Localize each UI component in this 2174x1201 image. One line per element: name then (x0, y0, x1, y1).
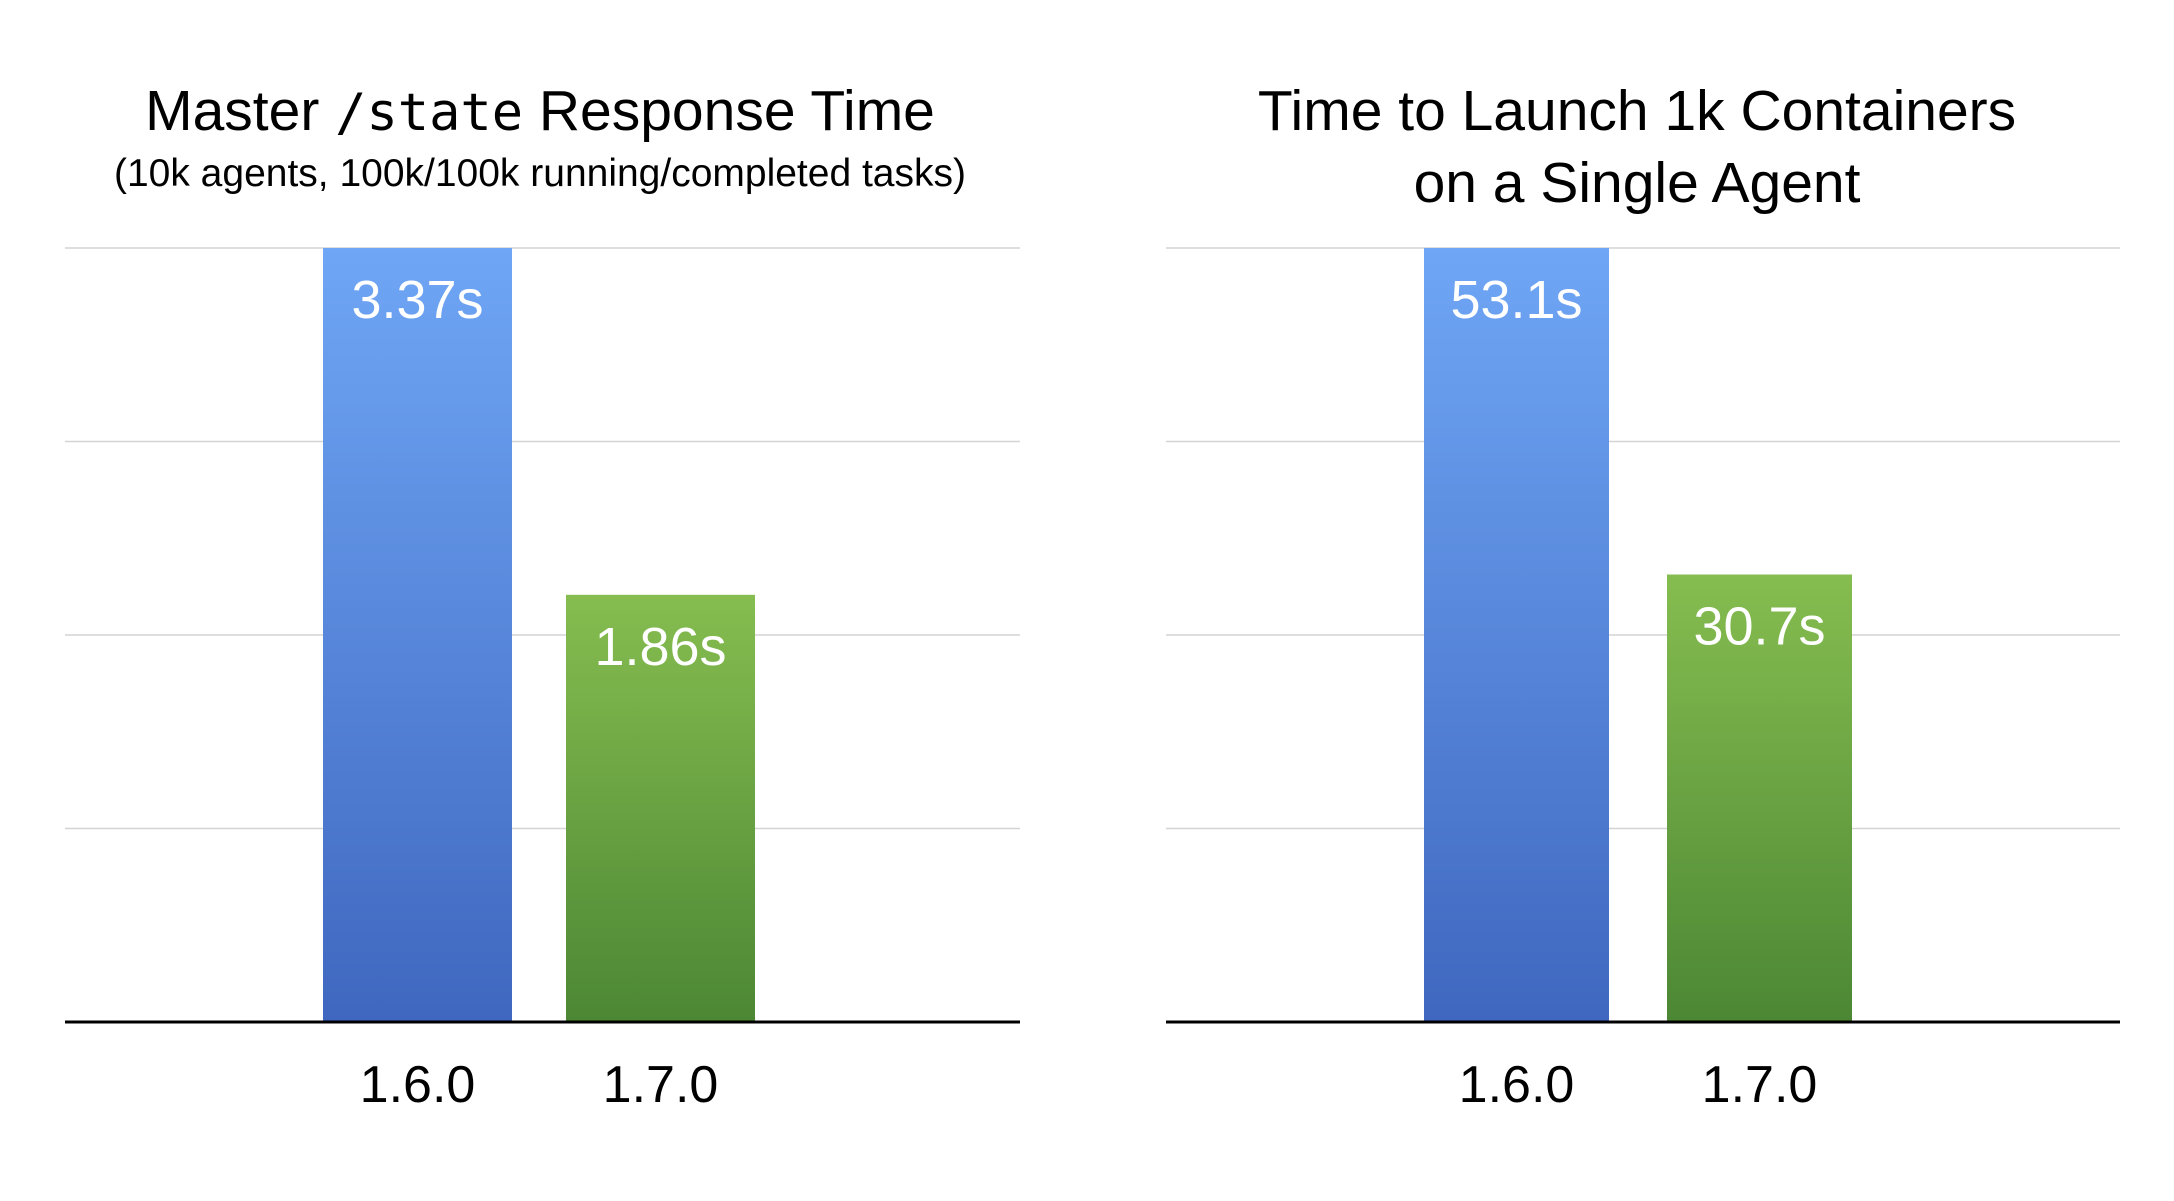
chart2-bar-1 (1424, 248, 1609, 1022)
chart1-title-code: /state (335, 83, 524, 143)
chart2-title-line2: on a Single Agent (1413, 151, 1861, 215)
chart2-data-label-1: 53.1s (1450, 270, 1582, 330)
chart1-data-label-2: 1.86s (594, 617, 726, 677)
chart1-title-prefix: Master (145, 79, 336, 143)
chart2-data-label-2: 30.7s (1693, 597, 1825, 657)
chart1-title-suffix: Response Time (523, 79, 935, 143)
chart1-x-tick-label-2: 1.7.0 (603, 1056, 719, 1114)
chart2-x-tick-label-2: 1.7.0 (1702, 1056, 1818, 1114)
chart1-bar-2 (566, 594, 755, 1022)
chart2-title-line1: Time to Launch 1k Containers (1257, 79, 2017, 143)
chart2-x-tick-label-1: 1.6.0 (1459, 1056, 1575, 1114)
chart1-x-tick-label-1: 1.6.0 (360, 1056, 476, 1114)
chart1-bar-1 (323, 248, 512, 1022)
chart1-title: Master /state Response Time (40, 75, 1040, 149)
chart1-data-label-1: 3.37s (351, 270, 483, 330)
chart2-bar-2 (1667, 574, 1852, 1022)
chart1-subtitle: (10k agents, 100k/100k running/completed… (113, 152, 966, 195)
